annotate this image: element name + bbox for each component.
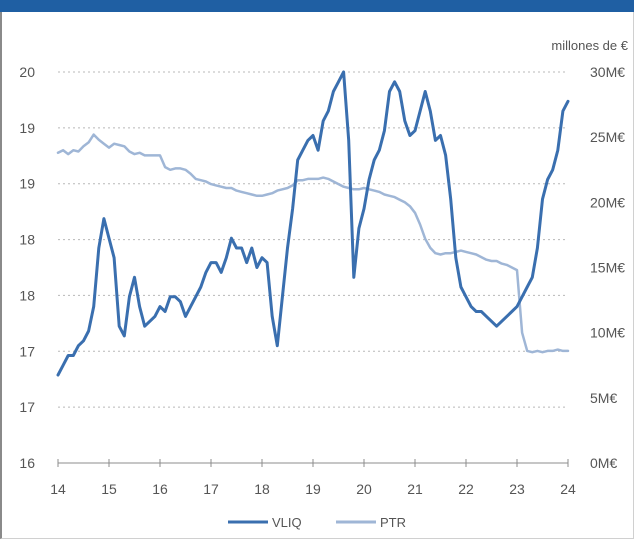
y-right-tick-label: 30M€	[590, 64, 625, 80]
y-left-tick-label: 18	[19, 232, 35, 248]
y-left-tick-label: 18	[19, 287, 35, 303]
right-axis-unit: millones de €	[551, 38, 628, 53]
y-right-tick-label: 25M€	[590, 129, 625, 145]
series-line-vliq	[56, 70, 570, 377]
y-left-tick-label: 19	[19, 120, 35, 136]
legend-label-ptr: PTR	[380, 515, 406, 530]
axes	[57, 459, 569, 467]
y-left-tick-label: 16	[19, 455, 35, 471]
series-line-ptr	[56, 133, 570, 354]
y-right-tick-label: 15M€	[590, 260, 625, 276]
y-left-tick-label: 17	[19, 343, 35, 359]
header-bar	[0, 0, 634, 12]
gridlines	[58, 71, 568, 408]
legend: VLIQ PTR	[228, 515, 406, 530]
x-tick-label: 24	[560, 481, 576, 497]
y-left-tick-label: 19	[19, 176, 35, 192]
x-tick-label: 21	[407, 481, 423, 497]
legend-label-vliq: VLIQ	[272, 515, 302, 530]
y-right-tick-label: 5M€	[590, 390, 617, 406]
x-tick-label: 18	[254, 481, 270, 497]
x-tick-label: 23	[509, 481, 525, 497]
x-tick-label: 17	[203, 481, 219, 497]
y-left-tick-label: 17	[19, 399, 35, 415]
y-right-tick-label: 10M€	[590, 325, 625, 341]
x-tick-label: 20	[356, 481, 372, 497]
y-right-tick-label: 20M€	[590, 194, 625, 210]
y-right-tick-label: 0M€	[590, 455, 617, 471]
y-left-tick-label: 20	[19, 64, 35, 80]
x-tick-label: 22	[458, 481, 474, 497]
series-lines	[56, 70, 570, 377]
x-tick-label: 16	[152, 481, 168, 497]
x-tick-label: 14	[50, 481, 66, 497]
x-tick-label: 19	[305, 481, 321, 497]
axis-labels: 16 17 17 18 18 19 19 20 0M€ 5M€ 10M€ 15M€ 20M€ 25M€ 30…	[19, 64, 625, 497]
x-tick-label: 15	[101, 481, 117, 497]
